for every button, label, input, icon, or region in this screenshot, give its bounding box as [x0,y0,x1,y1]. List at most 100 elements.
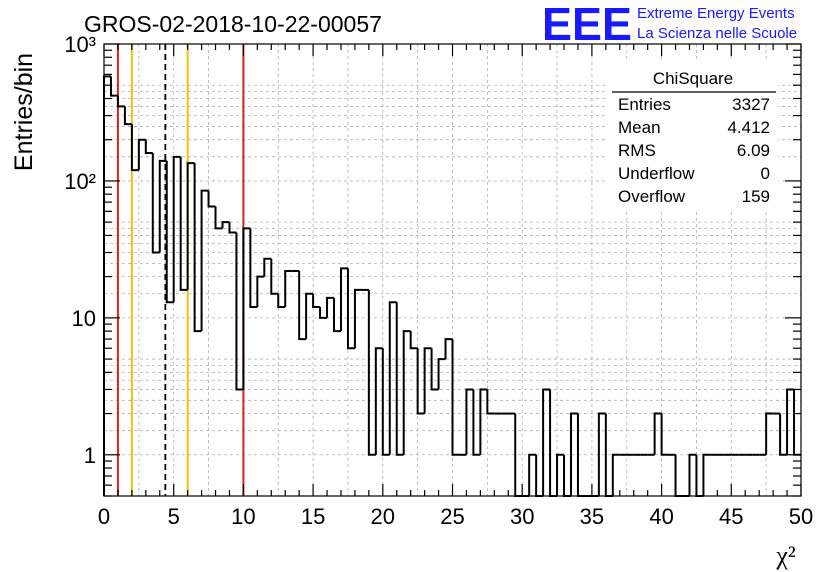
logo-line-1: Extreme Energy Events [637,5,795,22]
histogram-bin [109,76,118,97]
x-tick-label: 50 [789,504,813,529]
x-tick-label: 0 [98,504,110,529]
histogram-bin [416,348,425,415]
histogram-bin [186,162,195,290]
axis-ticks [103,43,802,497]
histogram-bin [430,348,439,391]
stats-row-label: Underflow [618,164,695,183]
histogram-bin [549,389,558,497]
histogram-bin [660,413,669,456]
histogram-bin [346,268,355,350]
histogram-bin [556,453,565,496]
stats-row-value: 3327 [732,95,770,114]
histogram-bin [444,338,453,360]
histogram-bin [409,331,418,350]
histogram-bin [179,156,188,291]
histogram-bin [172,155,181,303]
histogram-bin [137,138,146,171]
histogram-bin [256,275,265,308]
x-tick-label: 45 [719,504,743,529]
histogram-bin [144,139,153,154]
stats-row-label: Overflow [618,187,686,206]
histogram-bin [326,296,335,318]
histogram-bin [695,454,704,497]
histogram-bin [277,293,286,309]
histogram-bin [793,389,801,456]
histogram-bin [319,307,328,319]
x-tick-label: 5 [168,504,180,529]
histogram-bin [535,454,544,497]
histogram-bin [151,152,160,254]
x-tick-label: 40 [649,504,673,529]
histogram-bin [611,453,620,496]
stats-row-label: Mean [618,118,661,137]
histogram-bin [702,453,711,496]
histogram-bin [312,293,321,309]
y-axis-title: Entries/bin [10,53,38,171]
histogram-bin [228,222,237,234]
histogram-bin [563,454,571,497]
histogram-bin [569,412,578,496]
histogram-bin [779,413,788,456]
stats-row-label: Entries [618,95,671,114]
histogram-bin [221,221,230,229]
x-tick-label: 15 [301,504,325,529]
histogram-bin [479,388,488,455]
histogram-bin [786,388,795,455]
stats-row-value: 6.09 [737,141,770,160]
histogram-bin [597,412,606,496]
histogram-bin [284,269,293,308]
histogram-bin [235,232,244,391]
histogram-bin [270,258,279,295]
stats-row-value: 159 [742,187,770,206]
histogram-bin [765,412,774,455]
y-tick-label: 10 [72,306,96,331]
y-tick-labels: 1 10 10² 10³ [64,32,96,468]
histogram-bin [339,267,348,332]
histogram-bin [402,330,411,455]
histogram-bin [472,389,481,456]
histogram-bin [437,358,446,390]
histogram-bin [653,412,662,455]
histogram-bin [130,124,139,172]
y-tick-label: 1 [84,443,96,468]
histogram-bin [207,190,216,208]
histogram-bin [688,453,697,496]
histogram-bin [214,206,223,230]
histogram-bin [353,288,362,349]
run-title: GROS-02-2018-10-22-00057 [84,11,382,37]
stats-row-value: 4.412 [727,118,770,137]
histogram-bin [193,163,202,333]
logo-line-2: La Scienza nelle Scuole [637,25,797,42]
stats-box-title: ChiSquare [653,69,733,88]
x-tick-label: 20 [371,504,395,529]
y-tick-label: 10³ [64,32,96,57]
histogram-bin [200,189,209,332]
histogram-bin [333,297,341,333]
x-tick-label: 10 [231,504,255,529]
x-axis-title: χ² [775,541,796,570]
histogram-bin [374,347,383,455]
histogram-bin [542,388,551,496]
histogram-bin [528,453,537,496]
histogram-bin [486,389,495,415]
x-tick-label: 25 [440,504,464,529]
histogram-bin [242,227,251,390]
x-tick-label: 35 [580,504,604,529]
histogram-bin [451,339,460,456]
x-tick-labels: 0 5 10 15 20 25 30 35 40 45 50 [98,504,813,529]
stats-row-label: RMS [618,141,656,160]
y-tick-label: 10² [64,169,96,194]
histogram-bin [388,301,397,455]
stats-row-value: 0 [761,164,770,183]
histogram-bin [674,454,683,497]
histogram-bin [263,257,272,277]
stats-box: ChiSquare Entries 3327 Mean 4.412 RMS 6.09 Und… [608,62,778,212]
histogram-bin [116,95,125,108]
histogram-bin [465,388,474,455]
histogram-bin [123,106,132,126]
histogram-bin [158,159,167,253]
x-tick-label: 30 [510,504,534,529]
histogram-bin [395,302,404,456]
